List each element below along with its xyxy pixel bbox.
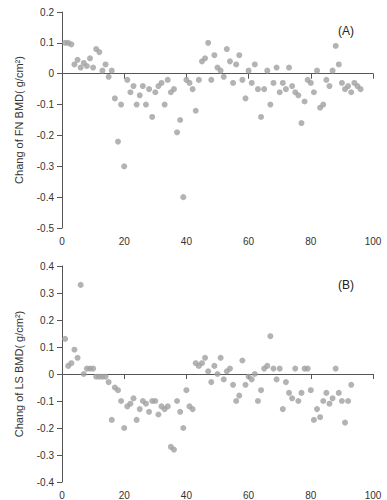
svg-text:20: 20 xyxy=(119,490,131,500)
svg-text:0.2: 0.2 xyxy=(40,315,54,326)
svg-text:-0.1: -0.1 xyxy=(37,99,55,110)
svg-text:40: 40 xyxy=(181,236,193,247)
svg-text:60: 60 xyxy=(243,236,255,247)
svg-text:80: 80 xyxy=(305,236,317,247)
svg-text:-0.2: -0.2 xyxy=(37,130,55,141)
svg-text:(B): (B) xyxy=(338,278,354,292)
svg-text:0: 0 xyxy=(48,68,54,79)
svg-text:40: 40 xyxy=(181,490,193,500)
svg-text:0: 0 xyxy=(48,369,54,380)
svg-text:0: 0 xyxy=(59,490,65,500)
svg-text:-0.4: -0.4 xyxy=(37,192,55,203)
svg-text:Chang of FN BMD( g/cm²): Chang of FN BMD( g/cm²) xyxy=(13,56,25,184)
svg-text:20: 20 xyxy=(119,236,131,247)
svg-text:-0.2: -0.2 xyxy=(37,423,55,434)
svg-text:(A): (A) xyxy=(338,24,354,38)
svg-text:-0.3: -0.3 xyxy=(37,450,55,461)
svg-text:60: 60 xyxy=(243,490,255,500)
svg-text:-0.5: -0.5 xyxy=(37,223,55,234)
svg-text:100: 100 xyxy=(365,490,382,500)
svg-text:Chang of LS BMD( g/cm²): Chang of LS BMD( g/cm²) xyxy=(13,311,25,438)
svg-text:0.2: 0.2 xyxy=(40,7,54,18)
svg-text:0.1: 0.1 xyxy=(40,342,54,353)
svg-text:0: 0 xyxy=(59,236,65,247)
svg-text:-0.4: -0.4 xyxy=(37,477,55,488)
svg-text:-0.3: -0.3 xyxy=(37,161,55,172)
svg-text:0.1: 0.1 xyxy=(40,37,54,48)
svg-text:100: 100 xyxy=(365,236,382,247)
svg-text:0.3: 0.3 xyxy=(40,288,54,299)
svg-text:80: 80 xyxy=(305,490,317,500)
svg-text:-0.1: -0.1 xyxy=(37,396,55,407)
svg-text:0.4: 0.4 xyxy=(40,261,54,272)
